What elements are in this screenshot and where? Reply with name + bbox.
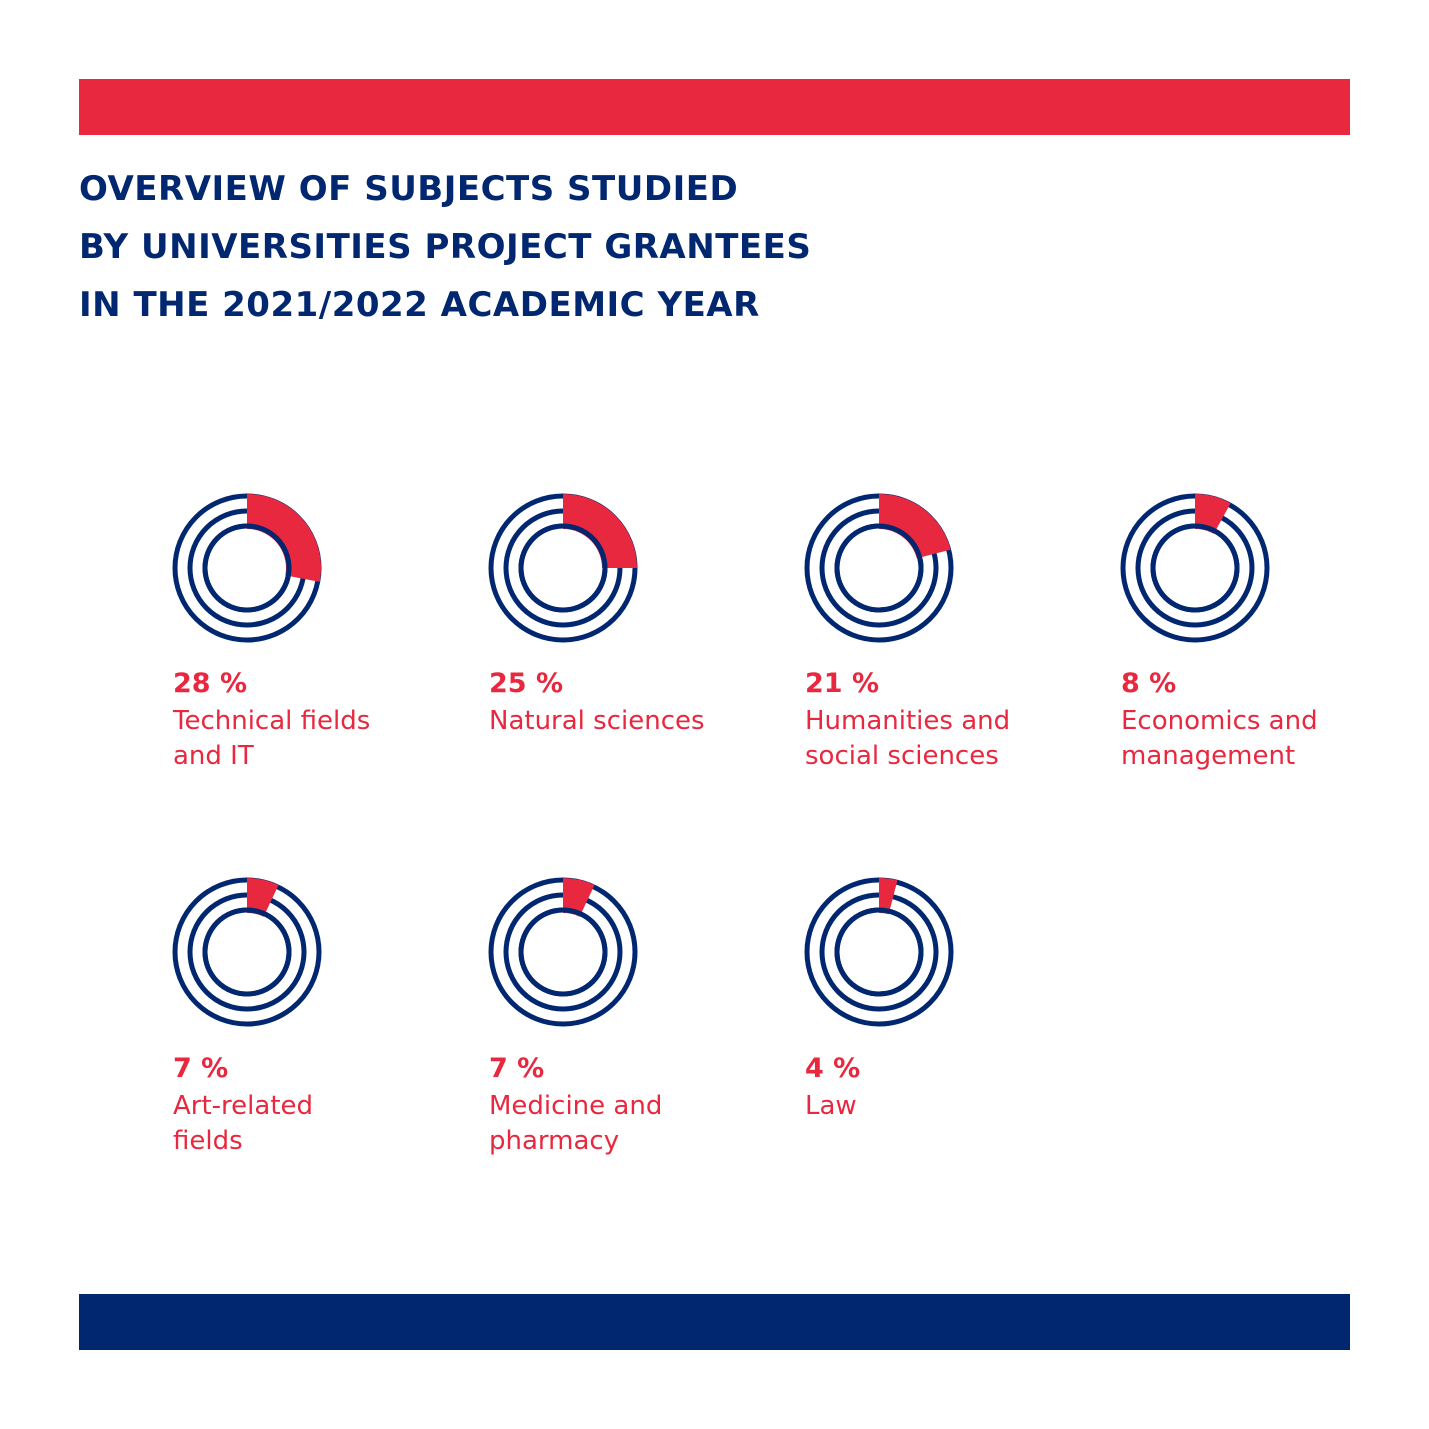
category-label-5: Art-related fields (173, 1089, 423, 1159)
category-label-line: pharmacy (489, 1126, 620, 1156)
donut-svg-6 (488, 877, 638, 1027)
category-label-line: social sciences (805, 741, 999, 771)
donut-svg-2 (488, 493, 638, 643)
value-label-3: 21 % (805, 668, 880, 699)
title-line-1: OVERVIEW OF SUBJECTS STUDIED (79, 169, 739, 209)
value-label-1: 28 % (173, 668, 248, 699)
category-label-4: Economics and management (1121, 704, 1371, 774)
donut-ring-2 (487, 492, 639, 644)
top-accent-bar (79, 79, 1350, 135)
category-label-line: management (1121, 741, 1296, 771)
donut-svg-3 (804, 493, 954, 643)
value-label-6: 7 % (489, 1053, 545, 1084)
ring-line-inner (518, 523, 608, 613)
donut-svg-5 (172, 877, 322, 1027)
ring-line-inner (834, 907, 924, 997)
category-label-1: Technical fields and IT (173, 704, 423, 774)
ring-line-inner (202, 907, 292, 997)
category-label-2: Natural sciences (489, 704, 739, 739)
title-line-2: BY UNIVERSITIES PROJECT GRANTEES (79, 227, 812, 267)
page-title: OVERVIEW OF SUBJECTS STUDIED BY UNIVERSI… (79, 160, 1079, 334)
category-label-line: Law (805, 1091, 857, 1121)
ring-line-inner (1150, 523, 1240, 613)
ring-line-inner (518, 907, 608, 997)
donut-ring-6 (487, 876, 639, 1028)
category-label-line: Economics and (1121, 706, 1318, 736)
category-label-line: fields (173, 1126, 243, 1156)
category-label-3: Humanities and social sciences (805, 704, 1055, 774)
donut-svg-1 (172, 493, 322, 643)
donut-ring-3 (803, 492, 955, 644)
ring-line-inner (834, 523, 924, 613)
category-label-7: Law (805, 1089, 1055, 1124)
donut-svg-4 (1120, 493, 1270, 643)
donut-ring-4 (1119, 492, 1271, 644)
category-label-line: Technical fields (173, 706, 371, 736)
category-label-line: Art-related (173, 1091, 314, 1121)
ring-line-inner (202, 523, 292, 613)
value-label-2: 25 % (489, 668, 564, 699)
category-label-line: Natural sciences (489, 706, 705, 736)
value-label-7: 4 % (805, 1053, 861, 1084)
value-label-4: 8 % (1121, 668, 1177, 699)
category-label-line: Humanities and (805, 706, 1011, 736)
donut-svg-7 (804, 877, 954, 1027)
category-label-line: Medicine and (489, 1091, 663, 1121)
donut-ring-5 (171, 876, 323, 1028)
value-label-5: 7 % (173, 1053, 229, 1084)
title-line-3: IN THE 2021/2022 ACADEMIC YEAR (79, 285, 760, 325)
donut-ring-7 (803, 876, 955, 1028)
donut-ring-1 (171, 492, 323, 644)
category-label-line: and IT (173, 741, 254, 771)
bottom-accent-bar (79, 1294, 1350, 1350)
category-label-6: Medicine and pharmacy (489, 1089, 739, 1159)
